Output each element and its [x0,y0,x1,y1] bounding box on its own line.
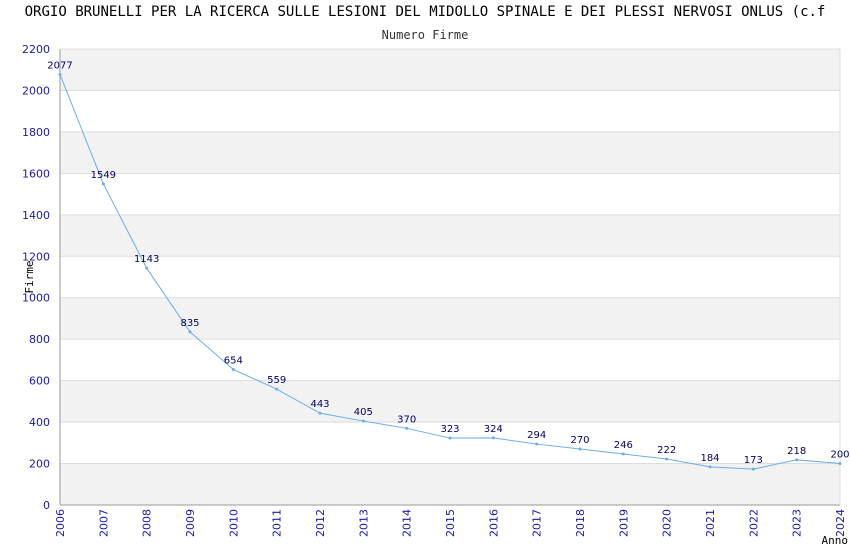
data-label: 294 [527,430,546,441]
y-tick-label: 1000 [22,292,50,305]
data-point [318,411,322,415]
data-label: 173 [744,455,763,466]
data-point [405,426,409,430]
data-label: 443 [310,399,329,410]
x-tick-label: 2019 [617,509,630,537]
x-tick-label: 2014 [401,509,414,537]
y-tick-label: 400 [29,416,50,429]
x-tick-label: 2012 [314,509,327,537]
data-point [621,452,625,456]
data-point [58,72,62,76]
data-label: 370 [397,414,416,425]
data-point [145,266,149,270]
x-tick-label: 2013 [357,509,370,537]
y-tick-label: 0 [43,499,50,512]
data-label: 405 [354,407,373,418]
x-tick-label: 2011 [271,509,284,537]
data-label: 218 [787,446,806,457]
data-label: 324 [484,424,503,435]
band-400 [60,380,840,423]
y-tick-label: 1400 [22,209,50,222]
data-label: 184 [700,453,719,464]
axes [59,49,841,506]
data-label: 1549 [91,170,116,181]
y-tick-label: 200 [29,458,50,471]
x-tick-label: 2021 [704,509,717,537]
x-tick-label: 2007 [97,509,110,537]
x-tick-label: 2009 [184,509,197,537]
x-tick-label: 2006 [54,509,67,537]
y-axis-label: Firme [23,260,36,293]
data-label: 835 [180,318,199,329]
data-point [708,465,712,469]
band-800 [60,297,840,340]
data-point [361,419,365,423]
band-1200 [60,214,840,257]
x-tick-label: 2018 [574,509,587,537]
y-tick-label: 1200 [22,250,50,263]
data-label: 2077 [47,60,72,71]
band-0 [60,463,840,505]
x-axis-ticks: 2006 2007 2008 2009 2010 2011 2012 2013 2014 2015… [54,509,847,537]
data-label: 1143 [134,254,159,265]
data-point [795,458,799,462]
x-tick-label: 2015 [444,509,457,537]
x-tick-label: 2016 [487,509,500,537]
data-label: 246 [614,440,633,451]
data-label: 559 [267,375,286,386]
y-tick-label: 800 [29,333,50,346]
data-label: 654 [224,355,243,366]
data-point [578,447,582,451]
x-axis-label: Anno [822,534,849,547]
y-tick-label: 1800 [22,126,50,139]
y-axis-ticks: 0 200 400 600 800 1000 1200 1400 1600 1800 2000 220… [22,43,50,512]
x-tick-label: 2010 [227,509,240,537]
y-tick-label: 2200 [22,43,50,56]
data-label: 270 [570,435,589,446]
data-points [58,72,842,471]
data-point [188,330,192,334]
chart-subtitle: Numero Firme [381,28,469,42]
x-tick-label: 2024 [834,509,847,537]
band-2000 [60,49,840,91]
y-tick-label: 2000 [22,84,50,97]
data-point [275,387,279,391]
data-point [448,436,452,440]
band-1600 [60,131,840,174]
x-tick-label: 2008 [141,509,154,537]
x-tick-label: 2022 [747,509,760,537]
data-point [491,436,495,440]
y-tick-label: 1600 [22,167,50,180]
data-point [665,457,669,461]
data-label: 323 [440,424,459,435]
data-point [101,182,105,186]
chart-title: ORGIO BRUNELLI PER LA RICERCA SULLE LESI… [24,4,826,20]
data-label: 222 [657,445,676,456]
data-point [838,462,842,466]
y-tick-label: 600 [29,375,50,388]
data-label: 200 [830,450,849,461]
x-tick-label: 2023 [791,509,804,537]
x-tick-label: 2020 [661,509,674,537]
data-point [751,467,755,471]
data-labels: 2077 1549 1143 835 654 559 443 405 370 323 324 294 2… [47,60,849,466]
data-point [535,442,539,446]
data-point [231,367,235,371]
x-tick-label: 2017 [531,509,544,537]
